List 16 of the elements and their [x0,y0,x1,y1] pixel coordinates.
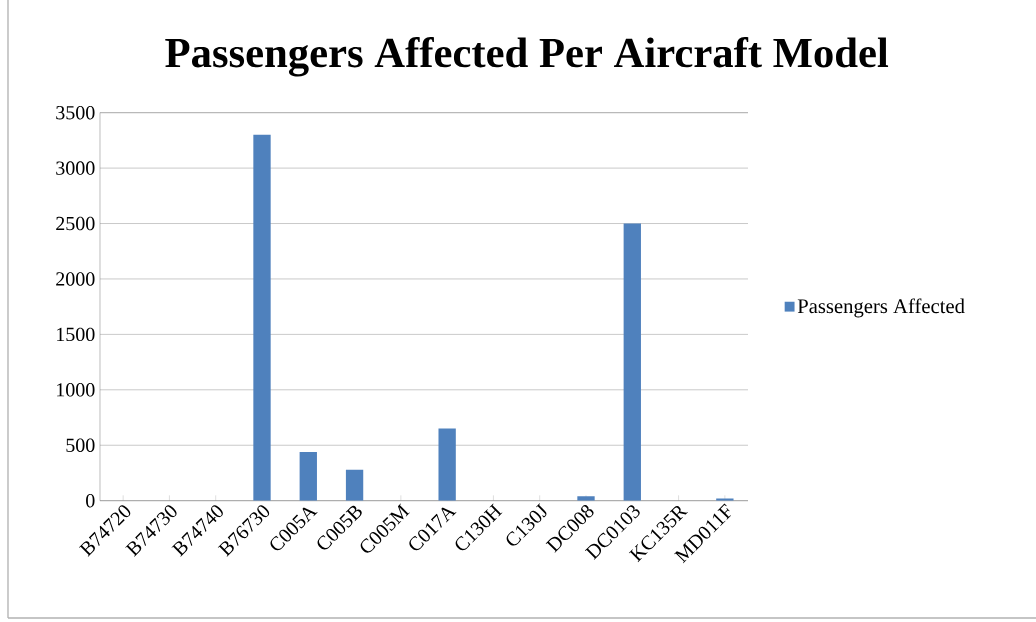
y-tick-label: 1000 [57,383,95,397]
y-tick-label: 1500 [57,327,95,342]
bar [623,223,641,501]
y-tick-label: 3500 [56,105,95,120]
y-tick-label: 2000 [56,272,95,286]
legend-label: Passengers Affected [797,298,965,318]
bar [345,469,364,501]
bar [716,498,734,501]
bar [299,451,317,501]
bar [253,134,271,501]
y-tick-label: 3000 [56,161,95,175]
bar [438,428,456,501]
bar [577,496,595,501]
y-tick-label: 500 [66,438,95,452]
chart-title: Passengers Affected Per Aircraft Model [165,36,889,77]
y-tick-label: 2500 [56,216,95,231]
